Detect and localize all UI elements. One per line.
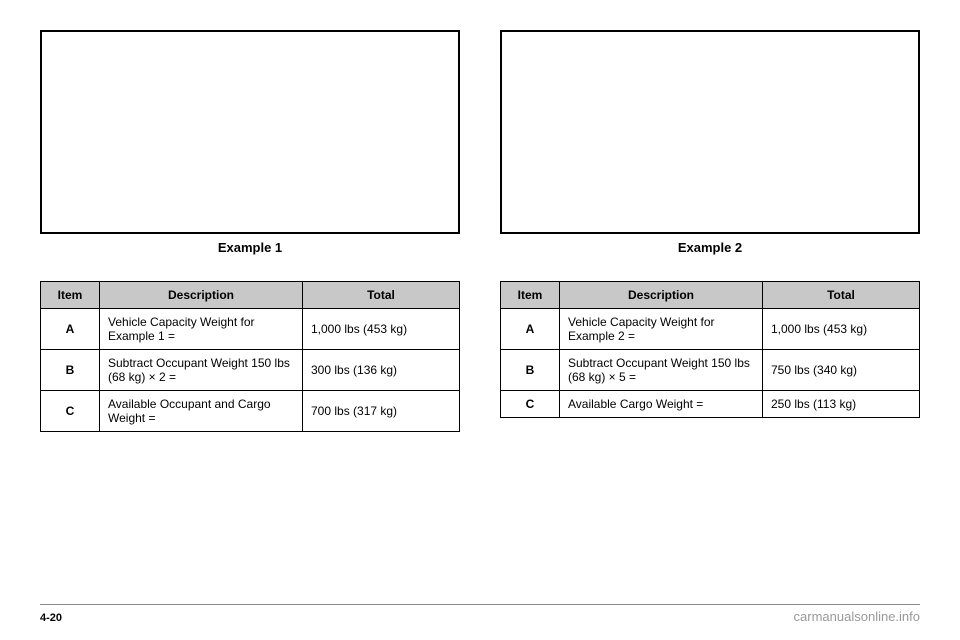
cell-desc: Vehicle Capacity Weight for Example 1 = <box>100 309 303 350</box>
table-header-row: Item Description Total <box>501 282 920 309</box>
header-item: Item <box>41 282 100 309</box>
cell-item: C <box>501 391 560 418</box>
example1-table: Item Description Total A Vehicle Capacit… <box>40 281 460 432</box>
table-row: C Available Cargo Weight = 250 lbs (113 … <box>501 391 920 418</box>
cell-desc: Subtract Occupant Weight 150 lbs (68 kg)… <box>560 350 763 391</box>
header-desc: Description <box>100 282 303 309</box>
cell-total: 750 lbs (340 kg) <box>763 350 920 391</box>
cell-desc: Subtract Occupant Weight 150 lbs (68 kg)… <box>100 350 303 391</box>
columns-container: Example 1 Item Description Total A Vehic… <box>40 30 920 604</box>
cell-desc: Available Cargo Weight = <box>560 391 763 418</box>
example2-table: Item Description Total A Vehicle Capacit… <box>500 281 920 418</box>
table-row: A Vehicle Capacity Weight for Example 1 … <box>41 309 460 350</box>
cell-total: 700 lbs (317 kg) <box>303 391 460 432</box>
cell-item: A <box>41 309 100 350</box>
watermark: carmanualsonline.info <box>794 609 920 624</box>
example2-image-placeholder <box>500 30 920 234</box>
page: Example 1 Item Description Total A Vehic… <box>0 0 960 640</box>
header-desc: Description <box>560 282 763 309</box>
header-total: Total <box>303 282 460 309</box>
cell-item: B <box>41 350 100 391</box>
cell-total: 1,000 lbs (453 kg) <box>303 309 460 350</box>
cell-total: 250 lbs (113 kg) <box>763 391 920 418</box>
cell-total: 300 lbs (136 kg) <box>303 350 460 391</box>
cell-desc: Available Occupant and Cargo Weight = <box>100 391 303 432</box>
table-row: B Subtract Occupant Weight 150 lbs (68 k… <box>41 350 460 391</box>
cell-item: A <box>501 309 560 350</box>
page-number: 4-20 <box>40 612 62 624</box>
header-item: Item <box>501 282 560 309</box>
example2-caption: Example 2 <box>500 240 920 255</box>
cell-desc: Vehicle Capacity Weight for Example 2 = <box>560 309 763 350</box>
cell-item: C <box>41 391 100 432</box>
cell-total: 1,000 lbs (453 kg) <box>763 309 920 350</box>
example1-caption: Example 1 <box>40 240 460 255</box>
table-row: C Available Occupant and Cargo Weight = … <box>41 391 460 432</box>
table-header-row: Item Description Total <box>41 282 460 309</box>
left-column: Example 1 Item Description Total A Vehic… <box>40 30 460 604</box>
example1-image-placeholder <box>40 30 460 234</box>
page-footer: 4-20 carmanualsonline.info <box>40 604 920 630</box>
right-column: Example 2 Item Description Total A Vehic… <box>500 30 920 604</box>
header-total: Total <box>763 282 920 309</box>
table-row: B Subtract Occupant Weight 150 lbs (68 k… <box>501 350 920 391</box>
cell-item: B <box>501 350 560 391</box>
table-row: A Vehicle Capacity Weight for Example 2 … <box>501 309 920 350</box>
